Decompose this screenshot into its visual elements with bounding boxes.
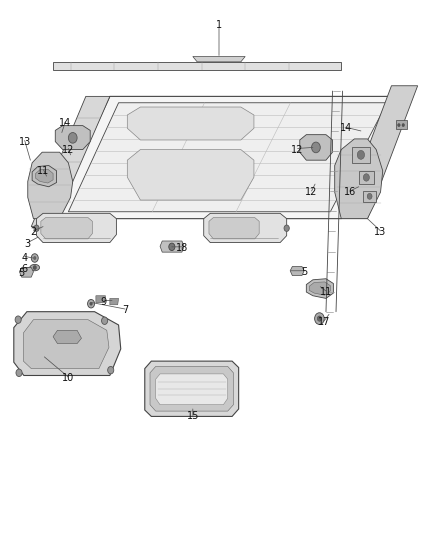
Text: 15: 15 — [187, 411, 199, 422]
Text: 5: 5 — [18, 268, 25, 278]
Bar — [208, 383, 222, 395]
Polygon shape — [35, 169, 53, 183]
Text: 12: 12 — [291, 144, 304, 155]
Polygon shape — [53, 96, 403, 219]
Polygon shape — [110, 298, 119, 305]
Circle shape — [15, 316, 21, 324]
Bar — [30, 332, 43, 340]
Circle shape — [311, 142, 320, 153]
Bar — [48, 356, 61, 364]
Polygon shape — [36, 213, 117, 243]
Circle shape — [398, 124, 400, 127]
Text: 16: 16 — [344, 187, 356, 197]
Polygon shape — [127, 150, 254, 200]
Bar — [83, 344, 96, 352]
Polygon shape — [204, 213, 287, 243]
Circle shape — [33, 265, 36, 270]
Bar — [83, 356, 96, 364]
Text: 11: 11 — [320, 287, 332, 297]
Text: 12: 12 — [62, 144, 74, 155]
Circle shape — [34, 225, 39, 231]
Text: 13: 13 — [18, 136, 31, 147]
Polygon shape — [53, 62, 341, 70]
Text: 5: 5 — [301, 267, 307, 277]
Text: 4: 4 — [21, 253, 28, 263]
Circle shape — [108, 367, 114, 374]
Polygon shape — [23, 320, 109, 368]
Polygon shape — [28, 152, 73, 219]
Circle shape — [169, 243, 175, 251]
Circle shape — [363, 174, 369, 181]
Polygon shape — [396, 120, 407, 130]
Circle shape — [88, 300, 95, 308]
Polygon shape — [359, 171, 374, 184]
Polygon shape — [306, 279, 333, 298]
Text: 17: 17 — [318, 317, 330, 327]
Polygon shape — [55, 126, 90, 150]
Circle shape — [367, 193, 372, 199]
Polygon shape — [150, 367, 233, 411]
Circle shape — [68, 133, 77, 143]
Ellipse shape — [30, 264, 39, 271]
Polygon shape — [127, 107, 254, 140]
Bar — [48, 332, 61, 340]
Circle shape — [16, 369, 22, 376]
Bar — [30, 344, 43, 352]
Text: 14: 14 — [59, 118, 71, 128]
Polygon shape — [41, 217, 92, 239]
Polygon shape — [300, 135, 332, 160]
Circle shape — [33, 256, 36, 260]
Polygon shape — [145, 361, 239, 416]
Polygon shape — [32, 165, 57, 187]
Text: 13: 13 — [374, 227, 387, 237]
Polygon shape — [209, 217, 259, 239]
Circle shape — [317, 316, 321, 321]
Bar — [65, 344, 78, 352]
Circle shape — [357, 150, 364, 159]
Polygon shape — [19, 268, 33, 277]
Polygon shape — [155, 374, 228, 405]
Polygon shape — [341, 86, 418, 219]
Polygon shape — [193, 56, 245, 62]
Circle shape — [102, 317, 108, 325]
Polygon shape — [96, 296, 106, 303]
Text: 1: 1 — [216, 20, 222, 30]
Circle shape — [402, 124, 405, 127]
Polygon shape — [352, 147, 370, 163]
Text: 18: 18 — [176, 243, 188, 253]
Bar — [83, 332, 96, 340]
Polygon shape — [31, 96, 110, 227]
Polygon shape — [309, 282, 330, 295]
Bar — [48, 344, 61, 352]
Polygon shape — [363, 191, 376, 201]
Text: 9: 9 — [100, 296, 106, 306]
Circle shape — [90, 302, 92, 305]
Text: 14: 14 — [339, 123, 352, 133]
Polygon shape — [53, 330, 81, 344]
Circle shape — [31, 254, 38, 262]
Polygon shape — [68, 103, 387, 212]
Text: 6: 6 — [21, 264, 28, 274]
Bar — [65, 356, 78, 364]
Bar — [65, 332, 78, 340]
Text: 2: 2 — [30, 227, 36, 237]
Text: 10: 10 — [62, 373, 74, 383]
Polygon shape — [14, 312, 121, 375]
Text: 11: 11 — [37, 166, 49, 176]
Text: 7: 7 — [122, 305, 128, 315]
Polygon shape — [290, 266, 304, 276]
Text: 3: 3 — [25, 239, 31, 249]
Polygon shape — [335, 139, 383, 219]
Bar — [30, 356, 43, 364]
Circle shape — [314, 313, 324, 325]
Text: 12: 12 — [305, 187, 318, 197]
Circle shape — [284, 225, 289, 231]
Polygon shape — [160, 241, 184, 252]
